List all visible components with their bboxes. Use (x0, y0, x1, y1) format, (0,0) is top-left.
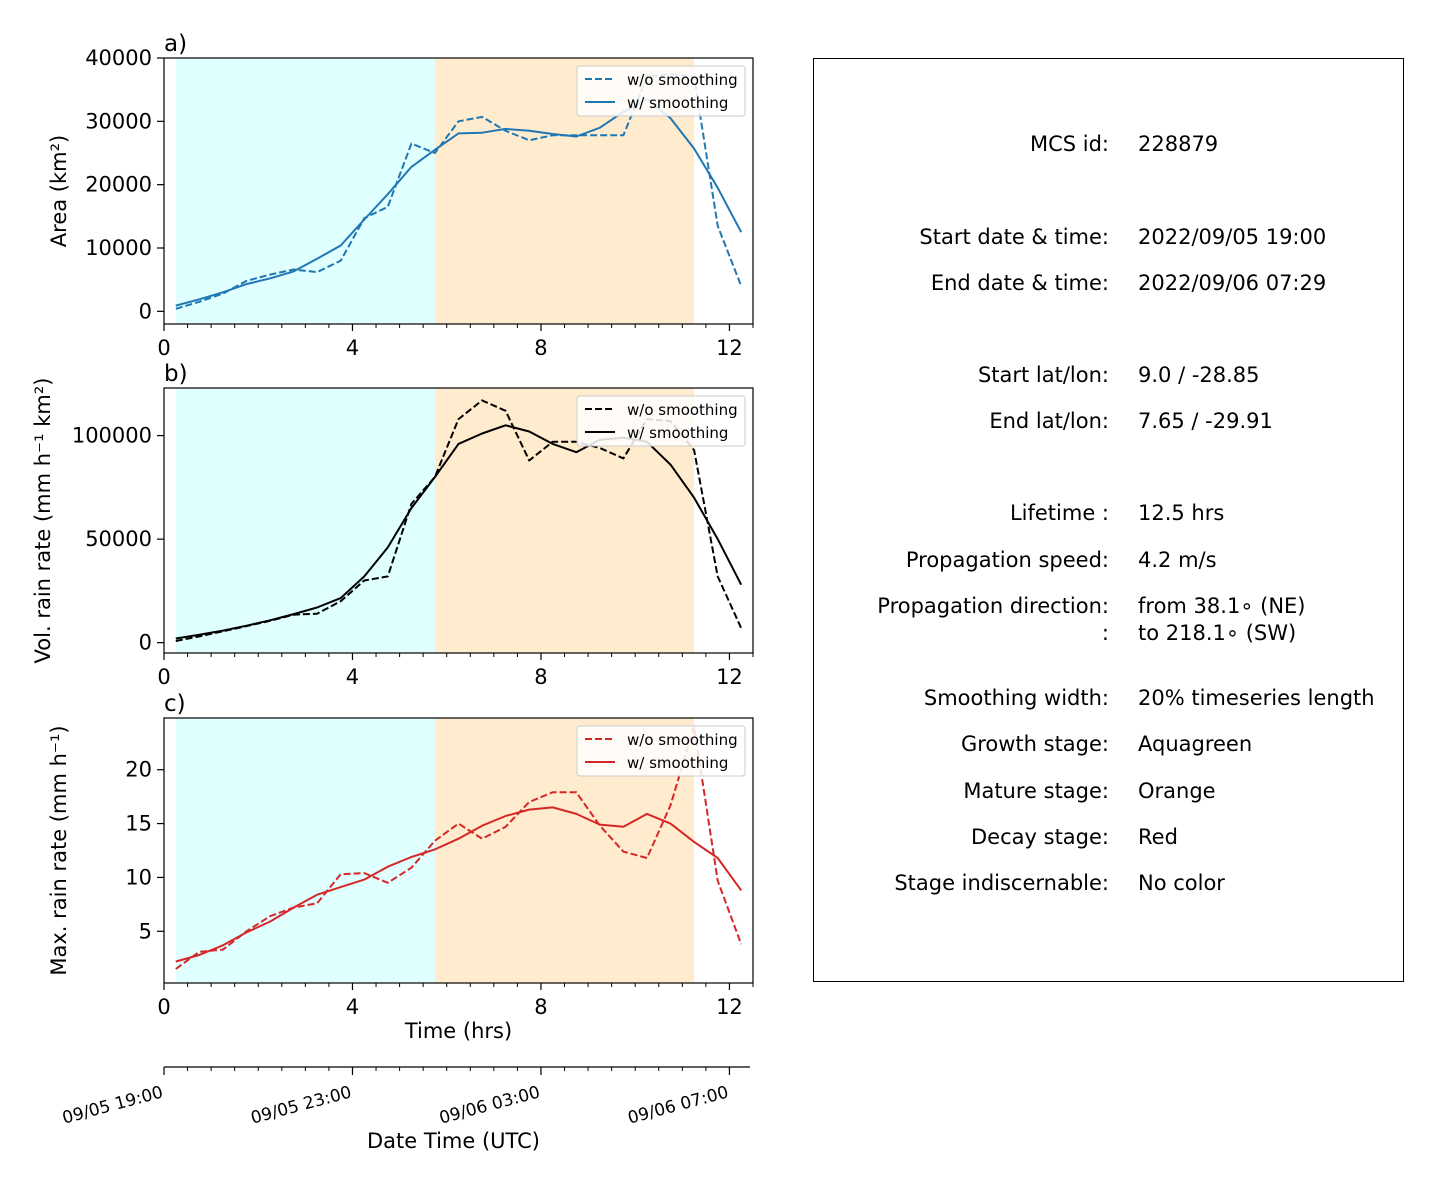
x-tick-label: 8 (534, 665, 547, 689)
smoothing-label: Smoothing width: (923, 686, 1109, 710)
plot-frame (163, 717, 754, 984)
end-latlon-value: 7.65 / -29.91 (1138, 409, 1273, 433)
date-tick-label: 09/06 03:00 (437, 1083, 542, 1129)
growth-stage-value: Aquagreen (1138, 732, 1253, 756)
x-axis-label: Time (hrs) (404, 1019, 512, 1043)
start-time-value: 2022/09/05 19:00 (1138, 225, 1327, 249)
x-tick-label: 12 (716, 665, 743, 689)
indiscernable-stage-value: No color (1138, 871, 1225, 895)
y-tick-label: 20000 (85, 173, 152, 197)
prop-dir-colon: : (1101, 621, 1109, 645)
mcs-id-label: MCS id: (1029, 132, 1109, 156)
mature-stage-label: Mature stage: (963, 779, 1109, 803)
prop-dir-from: from 38.1∘ (NE) (1138, 594, 1306, 618)
growth-stage-span (175, 718, 435, 983)
y-tick-label: 100000 (72, 424, 152, 448)
x-tick-label: 4 (346, 995, 359, 1019)
y-tick-label: 20 (125, 758, 152, 782)
legend-raw-label: w/o smoothing (627, 731, 738, 749)
legend-box (576, 395, 746, 447)
y-tick-label: 40000 (85, 46, 152, 70)
end-time-label: End date & time: (930, 271, 1109, 295)
x-tick-label: 12 (716, 995, 743, 1019)
lifetime-value: 12.5 hrs (1138, 501, 1225, 525)
y-tick-label: 30000 (85, 109, 152, 133)
y-tick-label: 0 (139, 299, 152, 323)
end-latlon-label: End lat/lon: (989, 409, 1109, 433)
x-tick-label: 4 (346, 665, 359, 689)
smoothed-series-line-3 (175, 806, 743, 963)
y-tick-label: 15 (125, 812, 152, 836)
start-time-label: Start date & time: (919, 225, 1109, 249)
growth-stage-label: Growth stage: (960, 732, 1109, 756)
legend-box (576, 725, 746, 777)
date-tick-label: 09/06 07:00 (626, 1083, 731, 1129)
y-tick-label: 10 (125, 865, 152, 889)
legend-smooth-label: w/ smoothing (627, 754, 728, 772)
panel-label: b) (164, 361, 188, 387)
legend-raw-label: w/o smoothing (627, 401, 738, 419)
plot-frame (163, 57, 754, 325)
x-tick-label: 8 (534, 336, 547, 360)
legend-box (576, 65, 746, 117)
indiscernable-stage-label: Stage indiscernable: (894, 871, 1109, 895)
prop-dir-to: to 218.1∘ (SW) (1138, 621, 1297, 645)
x-tick-label: 12 (716, 336, 743, 360)
growth-stage-span (175, 58, 435, 324)
mcs-info-panel: MCS id: 228879 Start date & time: 2022/0… (813, 58, 1404, 982)
mature-stage-value: Orange (1138, 779, 1216, 803)
lifetime-label: Lifetime : (1009, 501, 1109, 525)
y-axis-label: Vol. rain rate (mm h⁻¹ km²) (31, 378, 55, 664)
start-latlon-value: 9.0 / -28.85 (1138, 363, 1260, 387)
raw-series-line-3 (175, 725, 743, 970)
decay-stage-value: Red (1138, 825, 1178, 849)
legend-raw-label: w/o smoothing (627, 71, 738, 89)
prop-speed-label: Propagation speed: (905, 548, 1109, 572)
decay-stage-label: Decay stage: (971, 825, 1109, 849)
x-tick-label: 4 (346, 336, 359, 360)
x-tick-label: 0 (157, 665, 170, 689)
prop-speed-value: 4.2 m/s (1138, 548, 1217, 572)
x-tick-label: 0 (157, 336, 170, 360)
y-tick-label: 5 (139, 919, 152, 943)
y-axis-label: Max. rain rate (mm h⁻¹) (47, 725, 71, 975)
y-tick-label: 10000 (85, 236, 152, 260)
mcs-id-value: 228879 (1138, 132, 1219, 156)
end-time-value: 2022/09/06 07:29 (1138, 271, 1327, 295)
plot-frame (163, 387, 754, 654)
date-tick-label: 09/05 19:00 (60, 1083, 165, 1129)
y-tick-label: 0 (139, 631, 152, 655)
legend-smooth-label: w/ smoothing (627, 424, 728, 442)
date-axis-label: Date Time (UTC) (367, 1129, 540, 1153)
start-latlon-label: Start lat/lon: (977, 363, 1109, 387)
legend-smooth-label: w/ smoothing (627, 94, 728, 112)
prop-dir-label: Propagation direction: (877, 594, 1109, 618)
y-axis-label: Area (km²) (47, 135, 71, 247)
panel-label: a) (164, 31, 187, 57)
panel-label: c) (164, 691, 186, 717)
x-tick-label: 8 (534, 995, 547, 1019)
y-tick-label: 50000 (85, 527, 152, 551)
smoothing-value: 20% timeseries length (1138, 686, 1375, 710)
date-tick-label: 09/05 23:00 (249, 1083, 354, 1129)
x-tick-label: 0 (157, 995, 170, 1019)
growth-stage-span (175, 388, 435, 653)
